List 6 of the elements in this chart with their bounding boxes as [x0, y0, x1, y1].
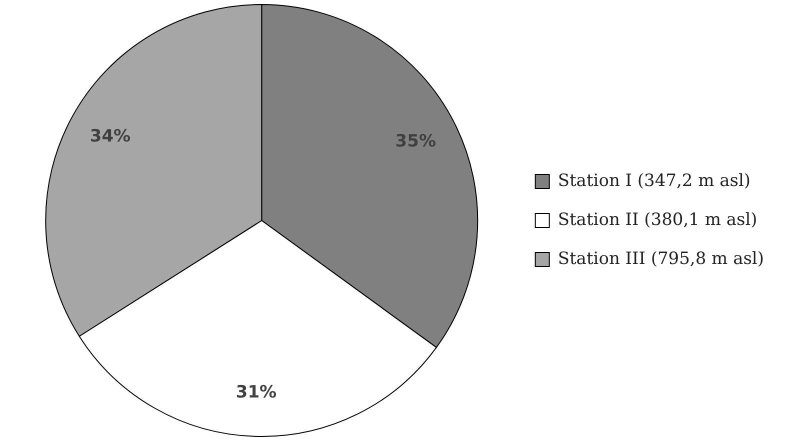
data-label: 31% — [236, 382, 277, 403]
data-label: 35% — [395, 131, 436, 152]
data-label: 34% — [90, 126, 131, 147]
legend-label: Station III (795,8 m asl) — [558, 248, 764, 269]
legend-label: Station II (380,1 m asl) — [558, 210, 758, 230]
legend-label: Station I (347,2 m asl) — [558, 170, 751, 191]
